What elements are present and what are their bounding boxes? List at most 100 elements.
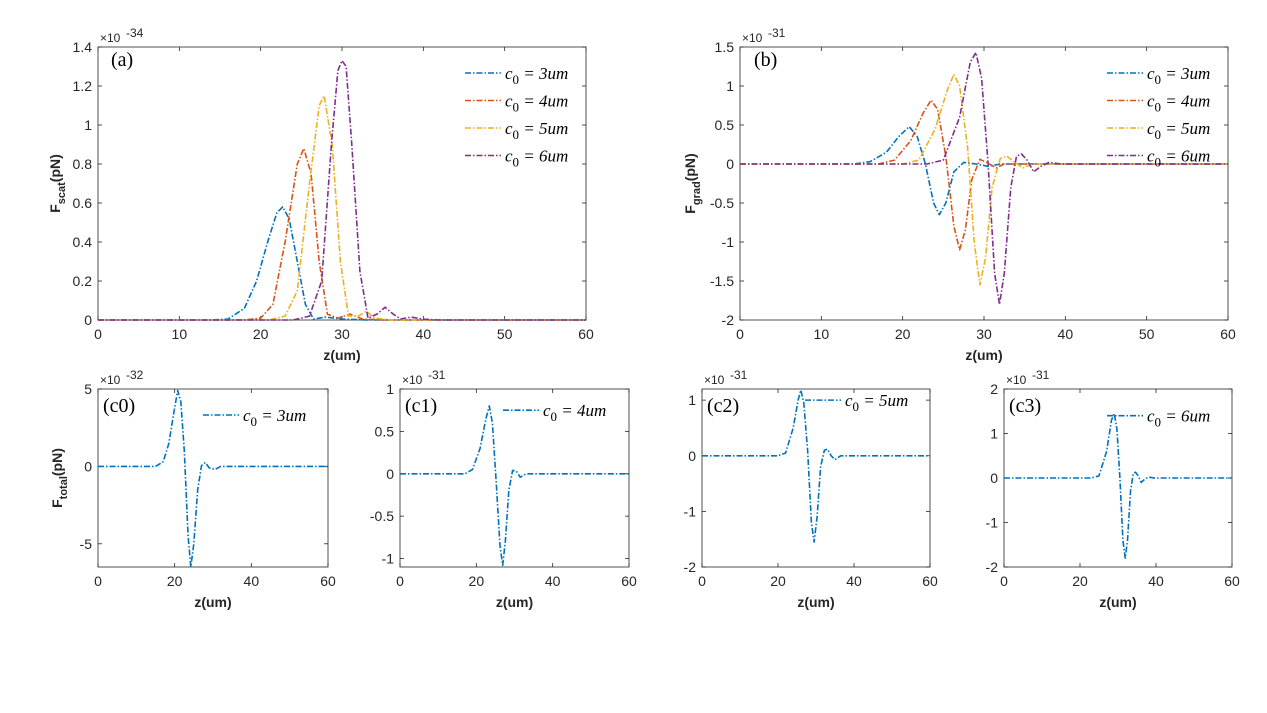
legend-main: c xyxy=(505,119,513,138)
y-axis-label-unit: (pN) xyxy=(49,448,65,476)
y-tick-label: 0.8 xyxy=(73,156,93,172)
y-axis-label-main: F xyxy=(682,205,698,214)
legend-main: c xyxy=(1147,92,1155,111)
x-tick-label: 20 xyxy=(770,573,786,589)
y-tick-label: -1 xyxy=(986,515,999,531)
legend-main: c xyxy=(505,92,513,111)
axis-exponent-power: -31 xyxy=(428,368,446,382)
legend-rest: = 6um xyxy=(519,147,568,166)
y-tick-label: 0 xyxy=(726,156,734,172)
x-tick-label: 40 xyxy=(846,573,862,589)
y-tick-label: 0 xyxy=(990,470,998,486)
legend-entry: c0 = 4um xyxy=(543,401,606,424)
x-axis-label: z(um) xyxy=(1099,594,1136,610)
legend-sub: 0 xyxy=(1155,100,1162,115)
y-tick-label: -1 xyxy=(382,551,395,567)
x-tick-label: 40 xyxy=(545,573,561,589)
legend-sub: 0 xyxy=(1155,415,1162,430)
y-tick-label: 0.2 xyxy=(73,273,93,289)
x-tick-label: 20 xyxy=(1072,573,1088,589)
y-tick-label: 0 xyxy=(84,458,92,474)
legend-rest: = 4um xyxy=(1161,92,1210,111)
y-tick-label: -5 xyxy=(80,536,93,552)
panel-b: 0 10 20 30 40 50 60 -2 -1.5 -1 -0.5 0 0.5 1 1.5 ×10 -31 z… xyxy=(682,26,1236,363)
x-axis-label: z(um) xyxy=(496,594,533,610)
x-axis-label: z(um) xyxy=(323,347,360,363)
x-tick-label: 50 xyxy=(1139,326,1155,342)
legend-sub: 0 xyxy=(1155,155,1162,170)
legend-sub: 0 xyxy=(251,414,258,429)
panel-label: (c1) xyxy=(405,395,437,417)
x-tick-label: 60 xyxy=(1220,326,1236,342)
legend-rest: = 6um xyxy=(1161,407,1210,426)
x-tick-label: 0 xyxy=(698,573,706,589)
y-tick-label: -2 xyxy=(986,559,999,575)
legend-entry: c0 = 3um xyxy=(505,64,568,87)
axis-exponent: ×10 xyxy=(402,373,423,387)
y-tick-label: 1 xyxy=(688,392,696,408)
panel-label: (c3) xyxy=(1009,395,1041,417)
x-tick-label: 0 xyxy=(1000,573,1008,589)
axis-exponent-power: -31 xyxy=(768,26,786,40)
axis-exponent: ×10 xyxy=(100,373,121,387)
panel-label: (c0) xyxy=(103,395,135,417)
legend-entry: c0 = 6um xyxy=(1147,147,1210,170)
legend-sub: 0 xyxy=(513,100,520,115)
series-line-c3-0 xyxy=(1004,412,1232,559)
series-line-c0-0 xyxy=(98,389,328,568)
legend-entry: c0 = 3um xyxy=(1147,64,1210,87)
y-tick-label: 1.5 xyxy=(715,39,735,55)
y-tick-label: -2 xyxy=(684,559,697,575)
y-tick-label: -1 xyxy=(722,234,735,250)
legend-entry: c0 = 4um xyxy=(505,92,568,115)
legend-main: c xyxy=(243,406,251,425)
y-tick-label: 0.4 xyxy=(73,234,93,250)
y-tick-label: 0.5 xyxy=(715,117,735,133)
x-tick-label: 0 xyxy=(396,573,404,589)
x-tick-label: 0 xyxy=(94,573,102,589)
panel-c0: 0 20 40 60-505×10 -32z(um)Ftotal(pN)(c0) c0 =… xyxy=(49,368,336,610)
y-axis-label: Fscat(pN) xyxy=(47,154,68,213)
plot-area xyxy=(701,388,931,568)
panel-c1: 0 20 40 60-1-0.500.51×10 -31z(um)(c1) c0 = 4u… xyxy=(370,368,637,610)
y-tick-label: -2 xyxy=(722,312,735,328)
plot-area xyxy=(97,388,329,568)
legend-main: c xyxy=(1147,407,1155,426)
legend-rest: = 4um xyxy=(557,401,606,420)
legend-sub: 0 xyxy=(513,72,520,87)
legend-sub: 0 xyxy=(551,409,558,424)
legend-sub: 0 xyxy=(513,155,520,170)
y-tick-label: -1.5 xyxy=(710,273,734,289)
axis-exponent: ×10 xyxy=(1006,373,1027,387)
x-tick-label: 30 xyxy=(334,326,350,342)
x-tick-label: 10 xyxy=(814,326,830,342)
legend-rest: = 4um xyxy=(519,92,568,111)
plot-area xyxy=(739,46,1229,321)
series-line-a-2 xyxy=(98,95,586,321)
series-line-a-3 xyxy=(98,59,586,321)
legend-sub: 0 xyxy=(853,399,860,414)
y-tick-label: 0.5 xyxy=(375,423,395,439)
plot-area xyxy=(399,388,630,568)
x-tick-label: 50 xyxy=(497,326,513,342)
y-tick-label: -0.5 xyxy=(710,195,734,211)
legend-entry: c0 = 5um xyxy=(505,119,568,142)
panel-a: 0 10 20 30 40 50 60 0 0.2 0.4 0.6 0.8 1 1.2 1.4 ×10 -34 z… xyxy=(47,26,594,363)
y-tick-label: 0.6 xyxy=(73,195,93,211)
legend-main: c xyxy=(1147,64,1155,83)
plot-area xyxy=(97,46,587,321)
legend-main: c xyxy=(543,401,551,420)
panel-c2: 0 20 40 60-2-101×10 -31z(um)(c2) c0 = 5um xyxy=(684,368,938,610)
y-tick-label: 0 xyxy=(386,466,394,482)
legend-rest: = 6um xyxy=(1161,147,1210,166)
legend-main: c xyxy=(1147,147,1155,166)
x-tick-label: 20 xyxy=(167,573,183,589)
x-axis-label: z(um) xyxy=(194,594,231,610)
x-tick-label: 20 xyxy=(895,326,911,342)
panel-label: (b) xyxy=(754,49,777,71)
series-line-b-1 xyxy=(740,99,1228,251)
series-line-c2-0 xyxy=(702,389,930,543)
axis-exponent: ×10 xyxy=(100,31,121,45)
x-tick-label: 40 xyxy=(244,573,260,589)
panel-label: (c2) xyxy=(707,395,739,417)
